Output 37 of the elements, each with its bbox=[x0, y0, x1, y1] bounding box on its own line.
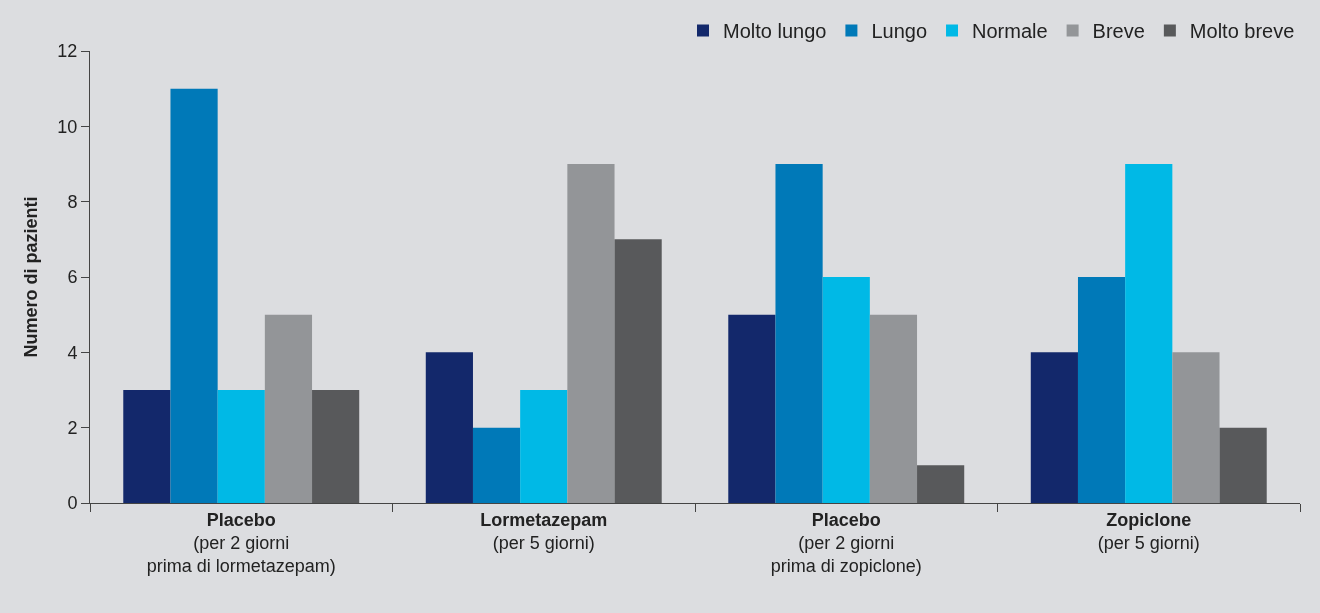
legend-label: Normale bbox=[972, 20, 1048, 43]
x-tick-label: Zopiclone (per 5 giorni) bbox=[1097, 509, 1200, 553]
bar bbox=[728, 314, 776, 503]
bar bbox=[123, 390, 171, 503]
y-axis-title: Numero di pazienti bbox=[20, 196, 41, 358]
bar bbox=[567, 164, 615, 503]
x-tick-label: Placebo (per 2 giorni prima di zopiclone) bbox=[770, 509, 922, 577]
legend-label: Breve bbox=[1092, 20, 1145, 43]
y-tick-label: 10 bbox=[57, 116, 78, 137]
bar bbox=[1219, 427, 1267, 503]
bar bbox=[472, 427, 521, 503]
bar bbox=[217, 390, 265, 503]
bar bbox=[264, 314, 313, 503]
x-tick-label: Lormetazepam (per 5 giorni) bbox=[480, 509, 608, 553]
y-tick-label: 8 bbox=[67, 191, 78, 212]
bar bbox=[1125, 164, 1173, 503]
bar bbox=[425, 352, 473, 503]
bar bbox=[520, 390, 568, 503]
bar bbox=[775, 164, 823, 503]
bar bbox=[869, 314, 918, 503]
legend-label: Lungo bbox=[871, 20, 928, 43]
bar bbox=[614, 239, 662, 503]
y-tick-label: 2 bbox=[67, 417, 78, 438]
bar bbox=[1172, 352, 1220, 503]
bar bbox=[170, 88, 218, 503]
y-tick-label: 12 bbox=[57, 41, 78, 62]
bar bbox=[917, 465, 965, 503]
bar bbox=[1077, 277, 1126, 503]
y-tick-label: 4 bbox=[67, 342, 78, 363]
legend-label: Molto lungo bbox=[723, 20, 827, 43]
y-tick-label: 0 bbox=[67, 493, 78, 514]
y-tick-label: 6 bbox=[67, 267, 78, 288]
bar bbox=[312, 390, 360, 503]
legend-label: Molto breve bbox=[1189, 20, 1295, 43]
bar bbox=[822, 277, 870, 503]
bar bbox=[1030, 352, 1078, 503]
x-tick-label: Placebo (per 2 giorni prima di lormetazepam) bbox=[146, 509, 336, 577]
